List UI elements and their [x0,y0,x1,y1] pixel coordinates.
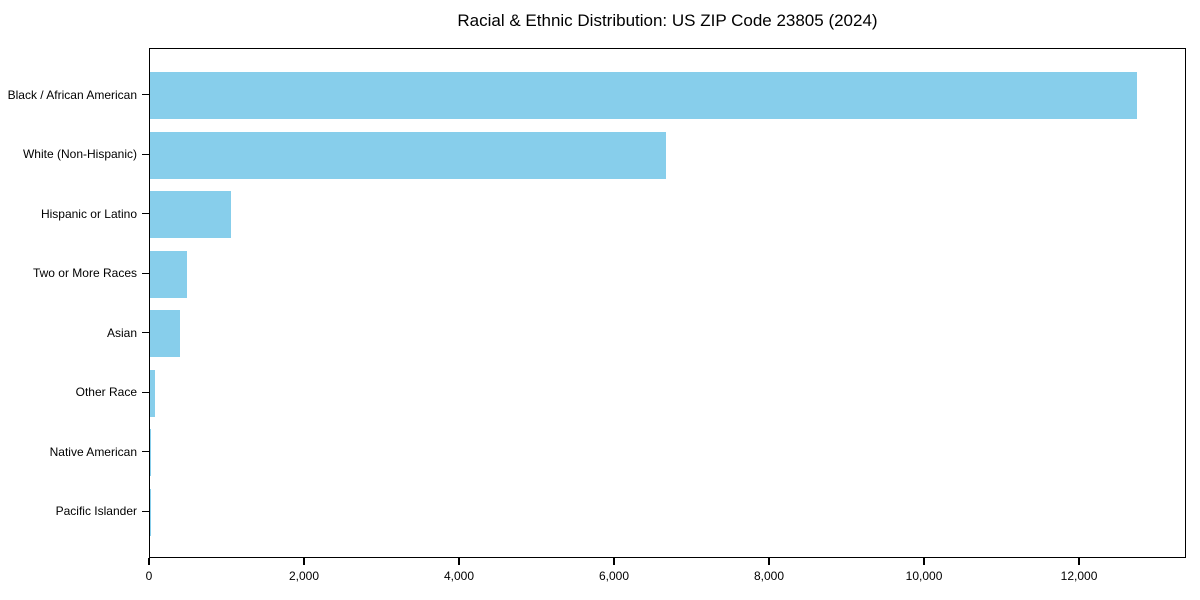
y-axis-labels: Black / African American White (Non-Hispa… [0,48,149,558]
bar [150,250,188,298]
bar [150,191,231,239]
bar [150,131,667,179]
bar [150,310,181,358]
x-tick-label: 2,000 [288,569,320,583]
x-tick-label: 10,000 [905,569,943,583]
bar [150,429,152,477]
x-tick-label: 4,000 [443,569,475,583]
x-tick-label: 6,000 [599,569,630,583]
chart-title: Racial & Ethnic Distribution: US ZIP Cod… [457,11,878,30]
y-tick-mark [142,153,149,155]
x-axis: 0 2,000 4,000 6,000 8,000 10,000 12,000 [146,558,1186,600]
x-tick-mark [923,558,925,565]
bars-container [150,49,1185,557]
y-tick-label: Black / African American [7,87,137,102]
y-tick-label: White (Non-Hispanic) [22,147,137,162]
y-tick-label: Other Race [75,385,137,400]
y-tick-mark [142,213,149,215]
y-tick-mark [142,451,149,453]
y-tick-mark [142,94,149,96]
x-tick-label: 0 [145,569,153,583]
y-tick-mark [142,272,149,274]
x-tick-mark [458,558,460,565]
x-tick-mark [1078,558,1080,565]
y-tick-mark [142,332,149,334]
plot-area [149,48,1186,558]
x-tick-mark [303,558,305,565]
y-tick-label: Native American [49,444,137,459]
y-tick-label: Two or More Races [32,266,137,281]
x-tick-label: 8,000 [754,569,785,583]
y-tick-mark [142,391,149,393]
x-tick-mark [148,558,150,565]
x-tick-mark [768,558,770,565]
y-tick-label: Pacific Islander [55,504,137,519]
y-tick-label: Asian [106,325,137,340]
y-tick-mark [142,510,149,512]
bar [150,369,155,417]
y-tick-label: Hispanic or Latino [40,206,137,221]
x-tick-label: 12,000 [1060,569,1098,583]
x-tick-mark [613,558,615,565]
bar [150,72,1138,120]
